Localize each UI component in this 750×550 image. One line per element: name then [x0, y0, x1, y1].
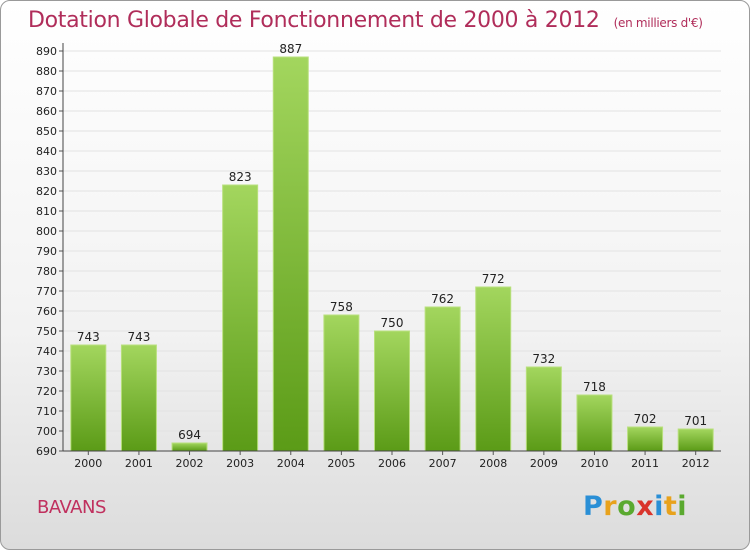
bar-value-label: 772: [482, 272, 505, 286]
x-axis: 2000 2001 2002 2003 2004 2005 2006 2007 2008 2009…: [63, 450, 721, 470]
x-tick-label: 2002: [176, 457, 204, 470]
bar-2006: [374, 330, 410, 452]
bar-2011: [627, 426, 664, 452]
bar-2004: [272, 56, 309, 452]
bar-2002: [171, 442, 208, 452]
x-tick-label: 2000: [74, 457, 102, 470]
y-tick-label: 860: [36, 105, 57, 118]
bar-value-label: 758: [330, 300, 353, 314]
bar-value-label: 702: [634, 412, 657, 426]
x-tick-label: 2011: [631, 457, 659, 470]
x-tick-label: 2009: [530, 457, 558, 470]
bar-value-label: 887: [279, 42, 302, 56]
x-tick-label: 2012: [682, 457, 710, 470]
y-tick-label: 780: [36, 265, 57, 278]
bar-2012: [677, 428, 714, 452]
bar-value-label: 762: [431, 292, 454, 306]
bar-2005: [323, 314, 360, 452]
bar-value-label: 718: [583, 380, 606, 394]
x-tick-label: 2003: [226, 457, 254, 470]
x-tick-label: 2004: [277, 457, 305, 470]
bar-2000: [70, 344, 107, 452]
y-tick-label: 740: [36, 345, 57, 358]
y-tick-label: 850: [36, 125, 57, 138]
x-tick-label: 2005: [327, 457, 355, 470]
y-tick-label: 710: [36, 405, 57, 418]
y-tick-label: 810: [36, 205, 57, 218]
bar-2008: [475, 286, 512, 452]
bar-value-label: 732: [532, 352, 555, 366]
bar-2003: [222, 184, 259, 452]
chart-title-text: Dotation Globale de Fonctionnement de 20…: [28, 8, 600, 33]
y-axis: 690 700 710 720 730 740 750 760 770 780 790 800 810 8…: [36, 43, 64, 458]
chart-unit: (en milliers d'€): [613, 16, 703, 30]
bar-2010: [576, 394, 613, 452]
bar-value-label: 743: [77, 330, 100, 344]
bar-2001: [120, 344, 157, 452]
y-tick-label: 800: [36, 225, 57, 238]
y-tick-label: 770: [36, 285, 57, 298]
x-tick-label: 2006: [378, 457, 406, 470]
y-tick-label: 840: [36, 145, 57, 158]
y-tick-label: 690: [36, 445, 57, 458]
bar-value-label: 743: [127, 330, 150, 344]
y-tick-label: 750: [36, 325, 57, 338]
y-tick-label: 700: [36, 425, 57, 438]
x-tick-label: 2008: [479, 457, 507, 470]
y-tick-label: 830: [36, 165, 57, 178]
chart-title: Dotation Globale de Fonctionnement de 20…: [28, 8, 703, 33]
bar-2009: [525, 366, 562, 452]
bar-value-label: 694: [178, 428, 201, 442]
proxiti-logo[interactable]: Proxiti: [583, 491, 688, 522]
bar-value-label: 701: [684, 414, 707, 428]
y-tick-label: 730: [36, 365, 57, 378]
y-tick-label: 720: [36, 385, 57, 398]
x-tick-label: 2010: [580, 457, 608, 470]
bars: 743 743 694 823 887 758 750 762 772 732 718 702 701: [70, 42, 714, 452]
bar-value-label: 823: [229, 170, 252, 184]
x-tick-label: 2001: [125, 457, 153, 470]
y-tick-label: 880: [36, 65, 57, 78]
y-tick-label: 760: [36, 305, 57, 318]
y-tick-label: 790: [36, 245, 57, 258]
y-tick-label: 890: [36, 45, 57, 58]
x-tick-label: 2007: [429, 457, 457, 470]
bar-value-label: 750: [381, 316, 404, 330]
y-tick-label: 870: [36, 85, 57, 98]
bar-2007: [424, 306, 461, 452]
y-tick-label: 820: [36, 185, 57, 198]
commune-name: BAVANS: [37, 497, 106, 518]
